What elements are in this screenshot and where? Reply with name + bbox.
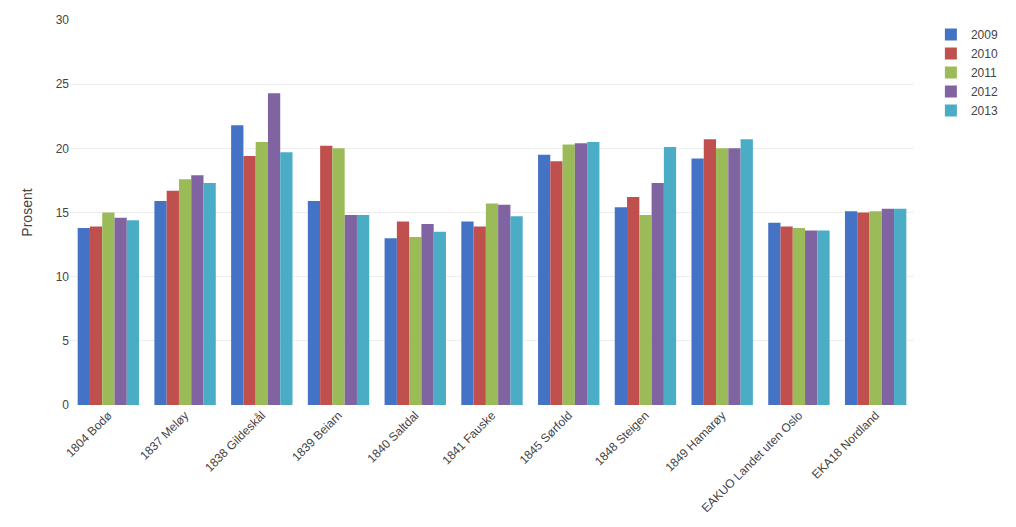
svg-text:EKA18 Nordland: EKA18 Nordland <box>809 408 882 481</box>
svg-text:1849 Hamarøy: 1849 Hamarøy <box>663 408 729 474</box>
svg-text:1840 Saltdal: 1840 Saltdal <box>365 408 422 465</box>
svg-text:2013: 2013 <box>971 104 998 118</box>
svg-text:1848 Steigen: 1848 Steigen <box>592 408 652 468</box>
svg-text:1845 Sørfold: 1845 Sørfold <box>517 408 575 466</box>
svg-text:2012: 2012 <box>971 85 998 99</box>
svg-text:2011: 2011 <box>971 66 997 80</box>
svg-text:EAKUO Landet uten Oslo: EAKUO Landet uten Oslo <box>699 408 806 515</box>
svg-text:2009: 2009 <box>971 28 998 42</box>
svg-text:15: 15 <box>56 206 70 220</box>
svg-text:10: 10 <box>56 270 70 284</box>
svg-text:1838 Gildeskål: 1838 Gildeskål <box>202 408 268 474</box>
svg-text:1804 Bodø: 1804 Bodø <box>63 408 115 460</box>
svg-text:0: 0 <box>62 398 69 412</box>
svg-text:5: 5 <box>62 334 69 348</box>
svg-text:25: 25 <box>56 77 70 91</box>
svg-text:2010: 2010 <box>971 47 998 61</box>
svg-text:Prosent: Prosent <box>19 188 35 236</box>
svg-text:20: 20 <box>56 142 70 156</box>
svg-text:1837 Meløy: 1837 Meløy <box>137 408 191 462</box>
svg-text:1839 Beiarn: 1839 Beiarn <box>289 408 345 464</box>
svg-text:30: 30 <box>56 13 70 27</box>
svg-text:1841 Fauske: 1841 Fauske <box>439 408 498 467</box>
